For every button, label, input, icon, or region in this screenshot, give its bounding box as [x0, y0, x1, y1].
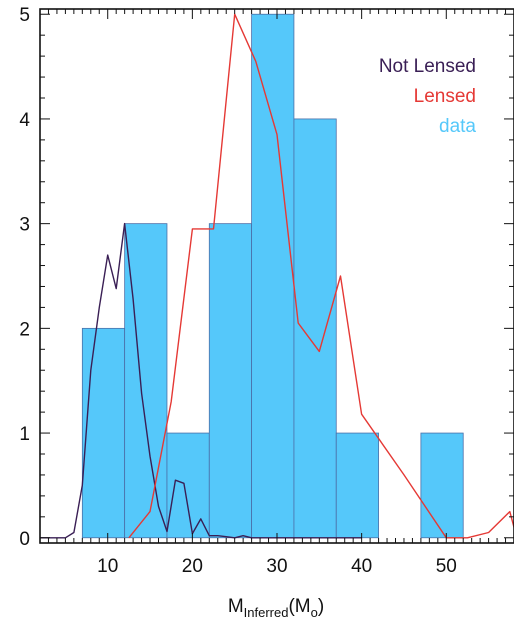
legend-item-lensed: Lensed	[414, 86, 476, 107]
histogram-bar-6	[335, 432, 379, 539]
x-axis-title-paren-sub: o	[311, 605, 318, 620]
x-tick-label: 40	[351, 556, 372, 577]
x-axis-title: MInferred(Mo)	[228, 596, 324, 620]
y-tick-label: 1	[19, 424, 30, 445]
x-axis-title-sub: Inferred	[244, 605, 289, 620]
histogram-bar-3	[208, 223, 253, 539]
y-tick-label: 2	[19, 319, 30, 340]
y-tick-label: 3	[19, 215, 30, 236]
histogram-bar-1	[124, 223, 168, 539]
x-axis-title-main: M	[228, 596, 244, 617]
series-lines	[40, 13, 514, 539]
legend-item-data: data	[439, 116, 476, 137]
x-tick-label: 20	[182, 556, 203, 577]
histogram-bars	[81, 13, 464, 539]
histogram-bar-0	[81, 327, 126, 539]
plot-frame	[39, 8, 514, 544]
histogram-bar-4	[251, 13, 295, 539]
x-axis-title-paren-open: (M	[288, 596, 310, 617]
series-line-lensed	[128, 13, 514, 539]
y-tick-label: 0	[19, 529, 30, 550]
x-axis-title-paren-close: )	[318, 596, 324, 617]
histogram-bar-5	[293, 118, 337, 539]
y-tick-label: 4	[19, 110, 30, 131]
histogram-bar-8	[420, 432, 464, 539]
legend-item-not-lensed: Not Lensed	[379, 56, 476, 77]
tick-labels: 10 20 30 40 50 0 1 2 3 4 5	[19, 5, 456, 577]
series-line-not-lensed	[40, 222, 362, 539]
axis-ticks	[39, 9, 514, 543]
y-tick-label: 5	[19, 5, 30, 26]
x-tick-label: 30	[266, 556, 287, 577]
x-tick-label: 50	[436, 556, 457, 577]
x-tick-label: 10	[97, 556, 118, 577]
legend: Not Lensed Lensed data	[379, 56, 477, 137]
